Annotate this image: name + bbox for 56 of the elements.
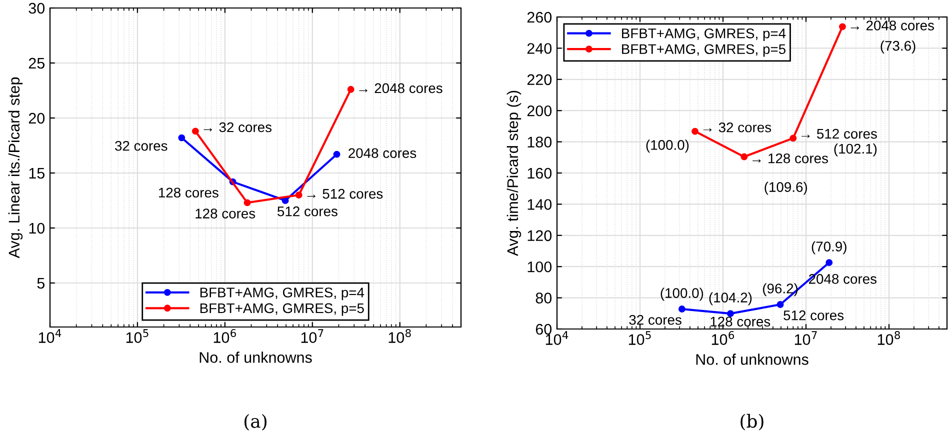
x-tick-label: 10$^{6}$ bbox=[712, 331, 734, 345]
annotation: (70.9) bbox=[812, 241, 846, 254]
y-axis-title: Avg. time/Picard step (s) bbox=[506, 90, 522, 256]
x-tick-label: 10$^{6}$ bbox=[214, 329, 236, 343]
annotation: (109.6) bbox=[764, 182, 807, 195]
annotation: → 512 cores bbox=[307, 188, 383, 199]
x-tick-label: 10$^{8}$ bbox=[388, 329, 411, 343]
annotation: (100.0) bbox=[646, 140, 689, 153]
annotation: 128 cores bbox=[710, 316, 770, 327]
y-tick-label: 5 bbox=[37, 278, 44, 289]
y-axis-title: Avg. Linear its./Picard step bbox=[8, 77, 23, 258]
x-tick-label: 10$^{7}$ bbox=[301, 329, 324, 343]
y-tick-label: 30 bbox=[28, 2, 45, 14]
y-tick-label: 200 bbox=[527, 105, 552, 116]
y-tick-label: 220 bbox=[527, 74, 552, 86]
y-tick-label: 25 bbox=[28, 58, 44, 69]
annotation: → 2048 cores bbox=[850, 20, 934, 30]
x-axis-title: No. of unknowns bbox=[696, 354, 808, 365]
y-tick-label: 180 bbox=[528, 136, 552, 148]
y-tick-label: 15 bbox=[29, 168, 44, 179]
annotation: 2048 cores bbox=[808, 274, 877, 284]
text: (a) bbox=[244, 414, 266, 430]
legend-label: BFBT+AMG, GMRES, p=5 bbox=[622, 44, 786, 57]
y-tick-label: 260 bbox=[527, 12, 552, 23]
legend-label: BFBT+AMG, GMRES, p=4 bbox=[622, 28, 786, 42]
x-tick-label: 10$^{5}$ bbox=[126, 329, 148, 343]
text: (b) bbox=[740, 414, 764, 430]
x-tick-label: 10$^{8}$ bbox=[878, 331, 900, 345]
annotation: 32 cores bbox=[115, 140, 168, 151]
annotation: 512 cores bbox=[278, 206, 338, 216]
annotation: (104.2) bbox=[709, 292, 752, 306]
x-tick-label: 10$^{5}$ bbox=[628, 331, 651, 345]
annotation: → 32 cores bbox=[703, 122, 772, 132]
x-axis-title: No. of unknowns bbox=[200, 352, 312, 363]
annotation: (96.2) bbox=[763, 283, 798, 296]
annotation: (100.0) bbox=[660, 288, 704, 301]
legend-label: BFBT+AMG, GMRES, p=4 bbox=[200, 288, 364, 300]
annotation: → 2048 cores bbox=[359, 83, 442, 94]
legend-label: BFBT+AMG, GMRES, p=5 bbox=[200, 303, 364, 316]
annotation: → 32 cores bbox=[204, 122, 272, 132]
x-tick-label: 10$^{7}$ bbox=[794, 331, 817, 345]
annotation: (73.6) bbox=[880, 40, 916, 54]
y-tick-label: 20 bbox=[28, 112, 45, 124]
annotation: 512 cores bbox=[784, 310, 844, 320]
y-tick-label: 240 bbox=[527, 43, 552, 54]
y-tick-label: 10 bbox=[29, 222, 45, 234]
x-tick-label: 10$^{4}$ bbox=[38, 329, 62, 343]
annotation: 128 cores bbox=[158, 188, 218, 198]
y-tick-label: 120 bbox=[528, 230, 552, 242]
y-tick-label: 140 bbox=[528, 199, 552, 210]
annotation: 2048 cores bbox=[348, 148, 416, 158]
y-tick-label: 100 bbox=[528, 261, 552, 272]
annotation: 32 cores bbox=[629, 314, 682, 325]
y-tick-label: 80 bbox=[536, 292, 552, 304]
annotation: 128 cores bbox=[196, 208, 256, 218]
y-tick-label: 160 bbox=[528, 168, 552, 179]
